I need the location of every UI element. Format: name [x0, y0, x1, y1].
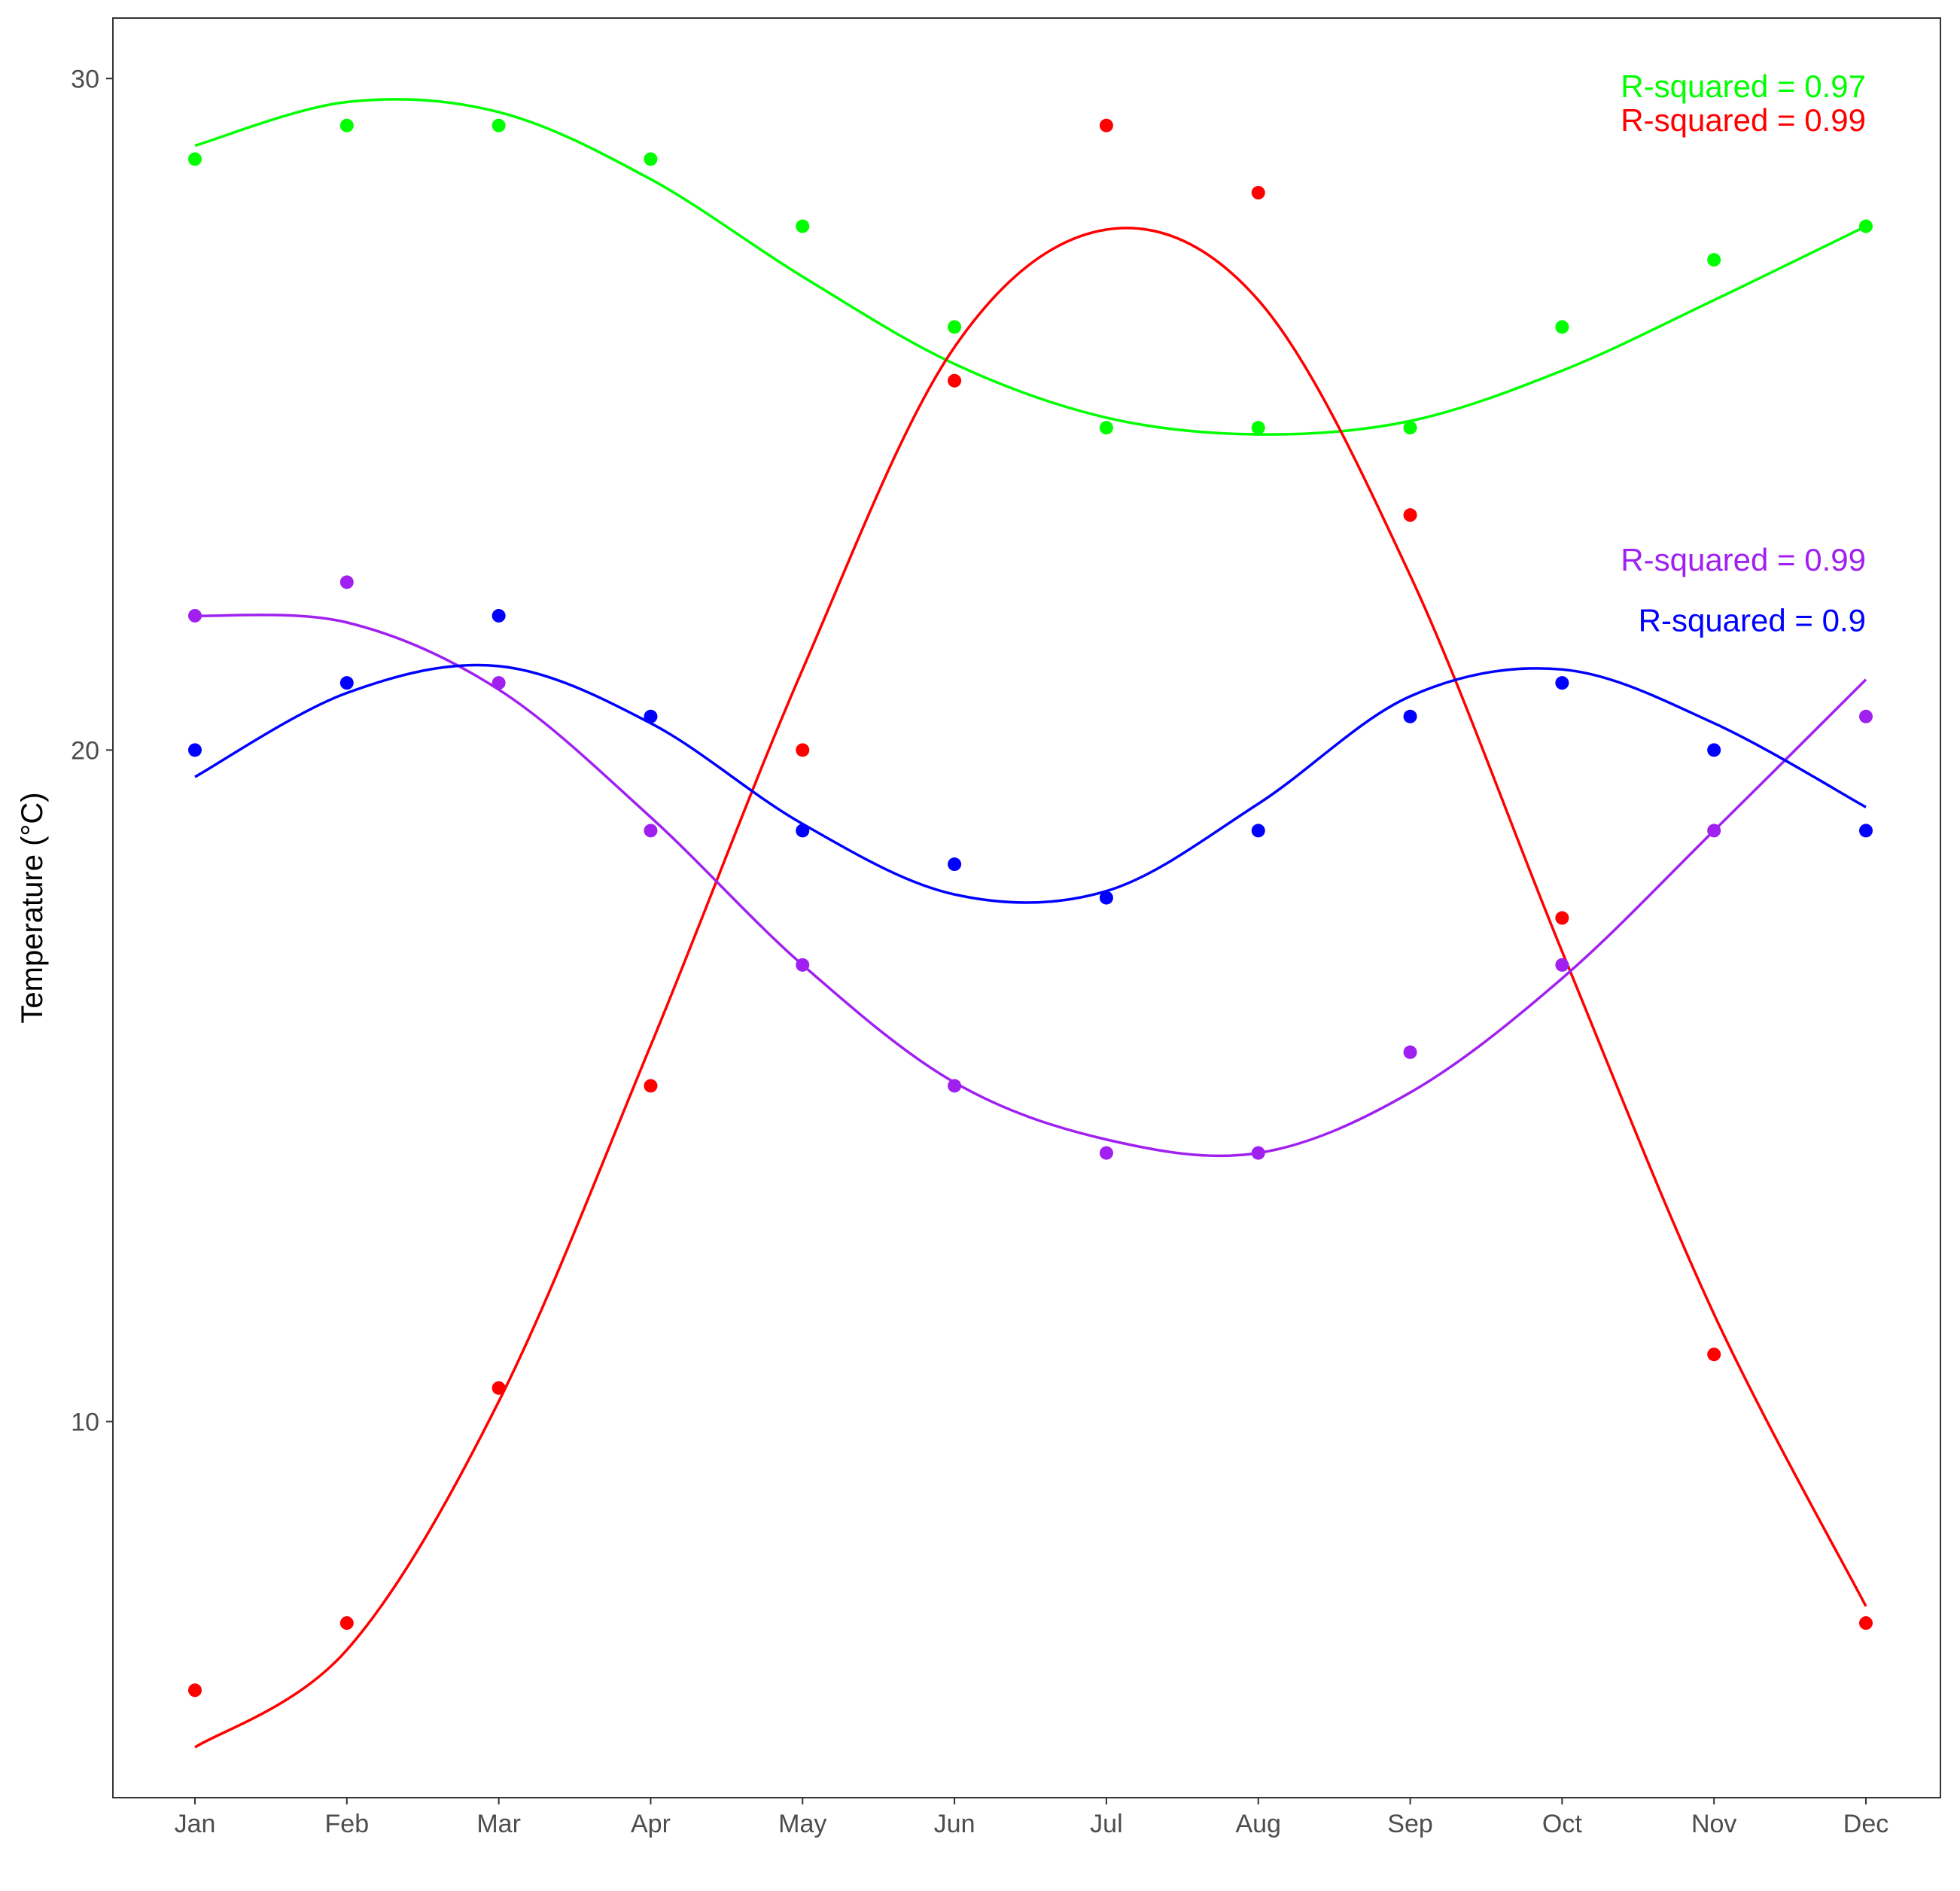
data-point	[1403, 1045, 1417, 1059]
y-tick-label: 10	[71, 1408, 99, 1436]
data-point	[188, 152, 202, 166]
data-point	[948, 373, 962, 388]
data-point	[1555, 676, 1569, 690]
data-point	[1707, 824, 1721, 838]
data-point	[1251, 185, 1265, 199]
x-tick-label: Apr	[631, 1810, 671, 1838]
data-point	[492, 1381, 506, 1395]
data-point	[339, 676, 354, 690]
data-point	[1099, 891, 1113, 905]
data-point	[644, 824, 658, 838]
data-point	[796, 958, 810, 972]
data-point	[188, 1683, 202, 1698]
x-tick-label: Oct	[1542, 1810, 1582, 1838]
r-squared-label: R-squared = 0.99	[1621, 542, 1866, 577]
y-axis: 10 20 30	[71, 65, 113, 1436]
panel-border	[112, 17, 1941, 1798]
data-point	[948, 1079, 962, 1093]
fit-lines	[194, 98, 1867, 1749]
data-point	[1859, 824, 1873, 838]
x-axis: Jan Feb Mar Apr May Jun Jul Aug Sep Oct Nov Dec	[175, 1798, 1888, 1838]
x-tick-label: Feb	[325, 1810, 370, 1838]
data-point	[1403, 421, 1417, 435]
data-point	[1403, 508, 1417, 522]
y-tick-label: 30	[71, 65, 99, 93]
x-tick-label: Dec	[1843, 1810, 1888, 1838]
y-axis-title: Temperature (°C)	[16, 792, 49, 1023]
r-squared-label: R-squared = 0.97	[1621, 69, 1866, 104]
r-squared-label: R-squared = 0.99	[1621, 102, 1866, 138]
x-tick-label: Jun	[934, 1810, 975, 1838]
data-point	[1099, 1146, 1113, 1160]
data-point	[1251, 824, 1265, 838]
data-point	[188, 743, 202, 757]
x-tick-label: Jul	[1090, 1810, 1122, 1838]
data-point	[1099, 118, 1113, 132]
fit-line-3	[194, 614, 1867, 1158]
fit-line-1	[194, 98, 1867, 436]
data-point	[339, 118, 354, 132]
fit-line-2	[194, 227, 1867, 1749]
data-point	[492, 608, 506, 623]
y-tick-label: 20	[71, 736, 99, 765]
data-points	[188, 118, 1873, 1698]
data-point	[1859, 1616, 1873, 1631]
data-point	[948, 857, 962, 872]
data-point	[339, 1616, 354, 1631]
data-point	[492, 118, 506, 132]
x-tick-label: Mar	[476, 1810, 521, 1838]
data-point	[1099, 421, 1113, 435]
data-point	[1555, 320, 1569, 334]
data-point	[1251, 1146, 1265, 1160]
data-point	[339, 575, 354, 589]
data-point	[492, 676, 506, 690]
data-point	[644, 709, 658, 723]
data-point	[1403, 709, 1417, 723]
data-point	[1251, 421, 1265, 435]
data-point	[796, 743, 810, 757]
data-point	[644, 1079, 658, 1093]
data-point	[796, 824, 810, 838]
fit-line-4	[194, 663, 1867, 904]
data-point	[796, 219, 810, 233]
data-point	[644, 152, 658, 166]
x-tick-label: May	[778, 1810, 826, 1838]
data-point	[1859, 219, 1873, 233]
data-point	[948, 320, 962, 334]
data-point	[1707, 1347, 1721, 1362]
data-point	[1859, 709, 1873, 723]
data-point	[1555, 958, 1569, 972]
x-tick-label: Jan	[175, 1810, 216, 1838]
data-point	[1707, 253, 1721, 267]
r-squared-annotations: R-squared = 0.97R-squared = 0.99R-square…	[1621, 69, 1866, 638]
x-tick-label: Sep	[1387, 1810, 1433, 1838]
r-squared-label: R-squared = 0.9	[1639, 602, 1866, 638]
data-point	[1555, 911, 1569, 925]
data-point	[188, 608, 202, 623]
data-point	[1707, 743, 1721, 757]
x-tick-label: Nov	[1691, 1810, 1736, 1838]
x-tick-label: Aug	[1235, 1810, 1281, 1838]
